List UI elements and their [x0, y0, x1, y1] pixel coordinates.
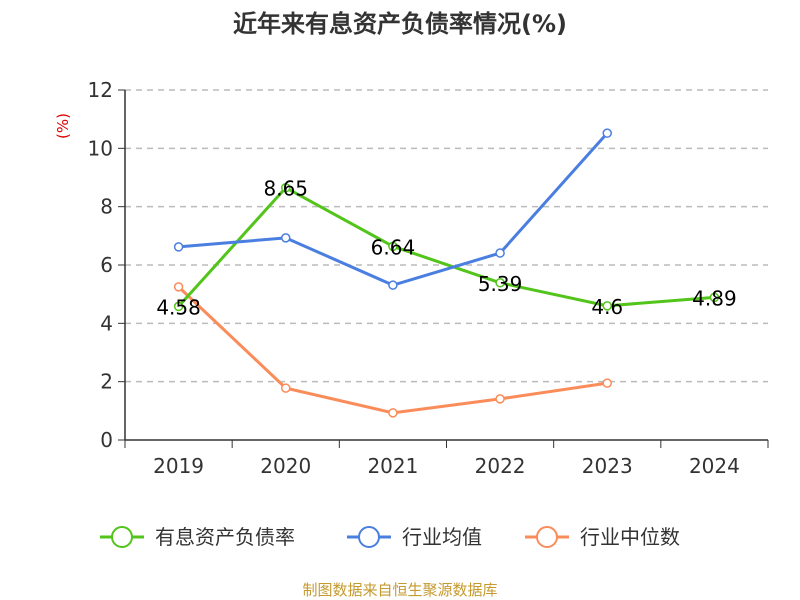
x-tick-label: 2021 [367, 454, 418, 478]
data-point [388, 408, 398, 418]
data-point [495, 248, 505, 258]
data-point [602, 128, 612, 138]
legend-marker [111, 526, 133, 548]
data-label: 8.65 [263, 177, 308, 201]
chart-title: 近年来有息资产负债率情况(%) [233, 10, 567, 38]
data-label: 4.89 [692, 286, 737, 310]
legend-label: 行业中位数 [580, 525, 680, 549]
x-tick-label: 2019 [153, 454, 204, 478]
y-tick-label: 10 [88, 136, 113, 160]
y-axis-unit: (%) [54, 113, 72, 139]
x-tick-label: 2020 [260, 454, 311, 478]
y-tick-label: 8 [100, 195, 113, 219]
data-point [388, 280, 398, 290]
data-point [495, 394, 505, 404]
data-point [281, 182, 291, 193]
data-point [173, 242, 184, 252]
legend-marker [358, 526, 380, 548]
data-point [495, 278, 505, 288]
legend-label: 行业均值 [402, 525, 482, 549]
data-point [602, 301, 612, 311]
y-tick-label: 2 [100, 370, 113, 394]
data-point [173, 282, 184, 292]
legend-marker [536, 526, 558, 548]
data-label: 4.6 [591, 295, 623, 319]
data-point [281, 233, 291, 243]
data-label: 5.39 [478, 272, 523, 296]
data-label: 4.58 [156, 295, 201, 319]
data-point [602, 378, 612, 388]
data-point [709, 292, 720, 303]
x-tick-label: 2023 [582, 454, 633, 478]
source-note: 制图数据来自恒生聚源数据库 [302, 581, 497, 599]
x-tick-label: 2024 [689, 454, 740, 478]
data-point [281, 383, 291, 393]
series-line [178, 132, 609, 287]
data-point [173, 301, 184, 312]
series-line [177, 185, 715, 308]
y-tick-label: 0 [100, 428, 113, 452]
y-tick-label: 6 [100, 253, 113, 277]
data-point [388, 241, 398, 252]
y-tick-label: 4 [100, 311, 113, 335]
series-line [177, 285, 608, 415]
legend-label: 有息资产负债率 [155, 525, 295, 549]
x-tick-label: 2022 [475, 454, 526, 478]
y-tick-label: 12 [88, 78, 113, 102]
data-label: 6.64 [371, 235, 416, 259]
